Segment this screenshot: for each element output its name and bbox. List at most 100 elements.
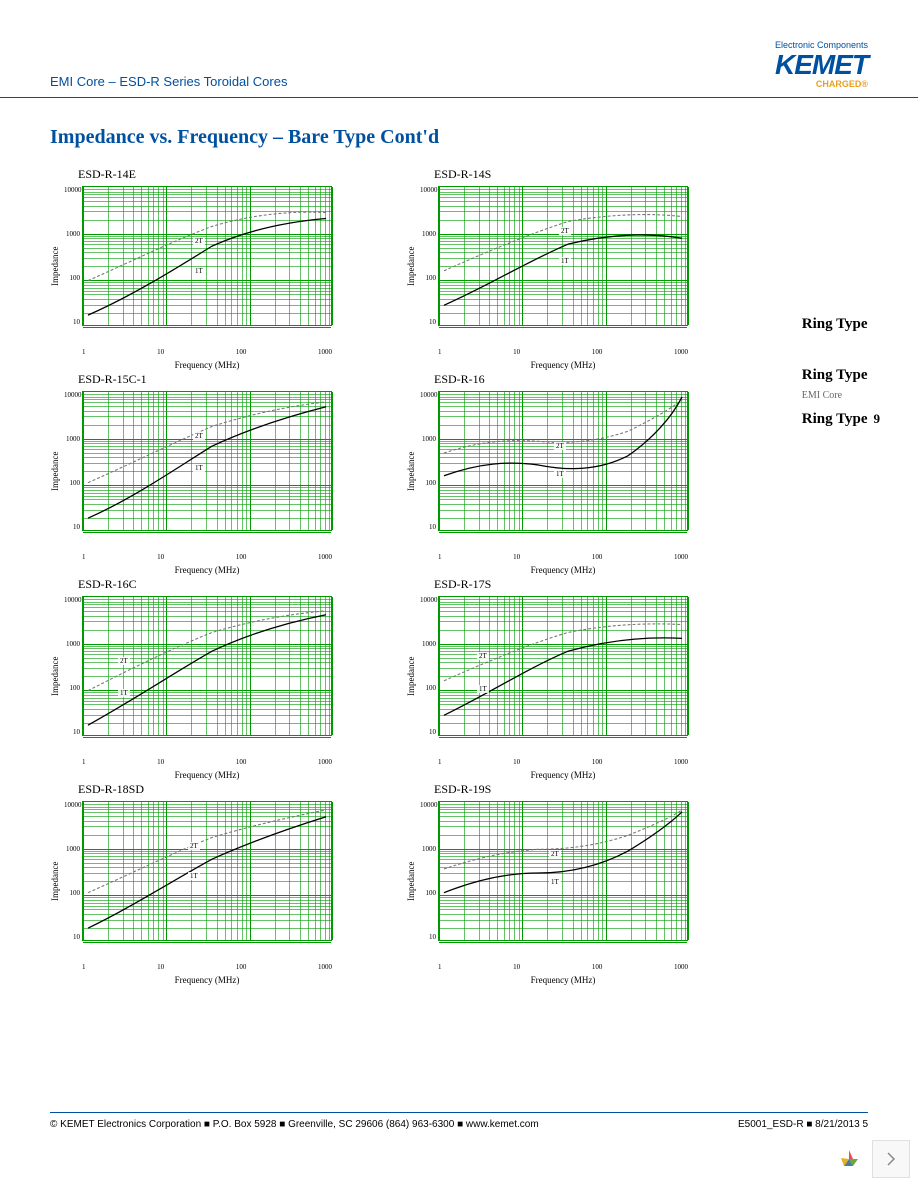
chart-title: ESD-R-18SD — [78, 782, 350, 797]
chart-cell: ESD-R-14E Impedance 10000100010010 2T 1T — [50, 167, 350, 346]
plot-area: 2T 1T — [82, 596, 332, 736]
header-left-text: EMI Core – ESD-R Series Toroidal Cores — [50, 74, 287, 89]
curves-svg — [83, 597, 331, 735]
chart-box: Impedance 10000100010010 2T 1T — [406, 801, 706, 961]
y-axis-label: Impedance — [406, 596, 420, 756]
footer-left: © KEMET Electronics Corporation ■ P.O. B… — [50, 1119, 539, 1130]
ring-type-3: Ring Type9 — [802, 411, 880, 428]
logo-main: KEMET — [775, 49, 868, 80]
pager — [830, 1140, 910, 1178]
y-axis-label: Impedance — [406, 391, 420, 551]
annot-1t: 1T — [554, 470, 566, 478]
chart-cell: ESD-R-17S Impedance 10000100010010 2T 1T — [406, 577, 706, 756]
x-ticks: 1101001000 — [82, 963, 332, 971]
annot-2t: 2T — [118, 657, 130, 665]
chart-box: Impedance 10000100010010 2T 1T — [406, 391, 706, 551]
annot-1t: 1T — [118, 689, 130, 697]
x-axis-label: Frequency (MHz) — [531, 565, 596, 575]
chart-title: ESD-R-14S — [434, 167, 706, 182]
x-axis-label: Frequency (MHz) — [175, 975, 240, 985]
x-axis-label: Frequency (MHz) — [175, 360, 240, 370]
y-ticks: 10000100010010 — [420, 186, 438, 326]
chart-cell: ESD-R-16 Impedance 10000100010010 2T 1T — [406, 372, 706, 551]
x-ticks: 1101001000 — [438, 553, 688, 561]
chart-row: ESD-R-16C Impedance 10000100010010 2T 1T — [50, 577, 868, 756]
page-header: EMI Core – ESD-R Series Toroidal Cores E… — [0, 0, 918, 98]
footer-right: E5001_ESD-R ■ 8/21/2013 5 — [738, 1119, 868, 1130]
annot-1t: 1T — [549, 878, 561, 886]
x-axis-label: Frequency (MHz) — [531, 360, 596, 370]
chart-box: Impedance 10000100010010 2T 1T — [50, 186, 350, 346]
y-axis-label: Impedance — [50, 391, 64, 551]
page-footer: © KEMET Electronics Corporation ■ P.O. B… — [50, 1112, 868, 1130]
curves-svg — [83, 392, 331, 530]
pager-logo-icon[interactable] — [830, 1140, 868, 1178]
logo-sub: CHARGED® — [775, 79, 868, 89]
y-ticks: 10000100010010 — [64, 596, 82, 736]
chart-title: ESD-R-15C-1 — [78, 372, 350, 387]
charts-grid: ESD-R-14E Impedance 10000100010010 2T 1T — [0, 167, 918, 961]
chart-title: ESD-R-16C — [78, 577, 350, 592]
annot-2t: 2T — [549, 850, 561, 858]
plot-area: 2T 1T — [438, 801, 688, 941]
x-ticks: 1101001000 — [438, 348, 688, 356]
annot-2t: 2T — [554, 442, 566, 450]
chart-box: Impedance 10000100010010 2T 1T — [50, 391, 350, 551]
y-axis-label: Impedance — [50, 186, 64, 346]
chart-row: ESD-R-15C-1 Impedance 10000100010010 2T … — [50, 372, 868, 551]
y-ticks: 10000100010010 — [420, 801, 438, 941]
x-axis-label: Frequency (MHz) — [531, 770, 596, 780]
plot-area: 2T 1T — [82, 801, 332, 941]
chart-title: ESD-R-17S — [434, 577, 706, 592]
curves-svg — [83, 187, 331, 325]
plot-area: 2T 1T — [82, 186, 332, 326]
plot-area: 2T 1T — [438, 596, 688, 736]
y-axis-label: Impedance — [50, 596, 64, 756]
chart-box: Impedance 10000100010010 2T 1T — [406, 596, 706, 756]
chart-cell: ESD-R-18SD Impedance 10000100010010 2T 1… — [50, 782, 350, 961]
y-axis-label: Impedance — [406, 186, 420, 346]
annot-1t: 1T — [188, 872, 200, 880]
y-axis-label: Impedance — [50, 801, 64, 961]
annot-2t: 2T — [559, 227, 571, 235]
annot-1t: 1T — [193, 267, 205, 275]
chart-cell: ESD-R-19S Impedance 10000100010010 2T 1T — [406, 782, 706, 961]
plot-area: 2T 1T — [438, 391, 688, 531]
page-title: Impedance vs. Frequency – Bare Type Cont… — [0, 98, 918, 167]
y-ticks: 10000100010010 — [64, 186, 82, 326]
x-axis-label: Frequency (MHz) — [175, 770, 240, 780]
pager-next-button[interactable] — [872, 1140, 910, 1178]
chart-box: Impedance 10000100010010 2T 1T — [50, 801, 350, 961]
chart-title: ESD-R-16 — [434, 372, 706, 387]
annot-1t: 1T — [559, 257, 571, 265]
curves-svg — [83, 802, 331, 940]
ring-type-2: Ring Type — [802, 367, 880, 384]
x-ticks: 1101001000 — [438, 963, 688, 971]
ring-type-1: Ring Type — [802, 316, 880, 333]
annot-2t: 2T — [193, 237, 205, 245]
chart-row: ESD-R-14E Impedance 10000100010010 2T 1T — [50, 167, 868, 346]
annot-2t: 2T — [477, 652, 489, 660]
chart-title: ESD-R-19S — [434, 782, 706, 797]
x-ticks: 1101001000 — [82, 758, 332, 766]
annot-1t: 1T — [193, 464, 205, 472]
annot-2t: 2T — [193, 432, 205, 440]
sidebar-page-num: 9 — [874, 411, 881, 426]
y-ticks: 10000100010010 — [420, 596, 438, 736]
x-ticks: 1101001000 — [82, 553, 332, 561]
curves-svg — [439, 187, 687, 325]
annot-2t: 2T — [188, 842, 200, 850]
x-axis-label: Frequency (MHz) — [531, 975, 596, 985]
y-ticks: 10000100010010 — [64, 801, 82, 941]
header-logo-block: Electronic Components KEMET CHARGED® — [775, 40, 868, 89]
y-axis-label: Impedance — [406, 801, 420, 961]
x-ticks: 1101001000 — [82, 348, 332, 356]
chart-box: Impedance 10000100010010 2T 1T — [50, 596, 350, 756]
plot-area: 2T 1T — [82, 391, 332, 531]
curves-svg — [439, 392, 687, 530]
chart-cell: ESD-R-15C-1 Impedance 10000100010010 2T … — [50, 372, 350, 551]
chart-title: ESD-R-14E — [78, 167, 350, 182]
sidebar-ring-types: Ring Type Ring Type EMI Core Ring Type9 — [802, 316, 880, 428]
y-ticks: 10000100010010 — [64, 391, 82, 531]
y-ticks: 10000100010010 — [420, 391, 438, 531]
